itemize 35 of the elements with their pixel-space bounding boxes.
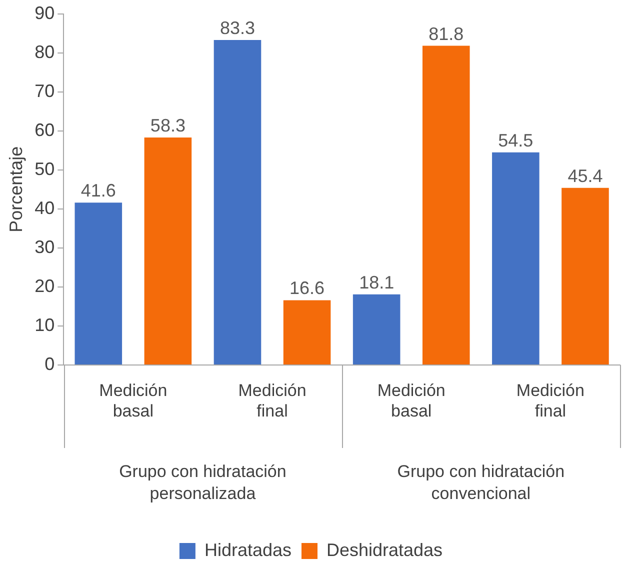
y-tick-label: 30 <box>34 236 55 257</box>
bar <box>214 40 262 364</box>
bar <box>352 294 400 364</box>
y-tick-label: 60 <box>34 120 55 140</box>
y-tick-label: 90 <box>34 2 55 23</box>
x-tick-label: Medición basal <box>99 380 168 420</box>
y-tick-label: 0 <box>44 354 55 374</box>
x-tick-label: Medición basal <box>377 380 446 420</box>
data-label: 16.6 <box>290 278 325 298</box>
data-label: 18.1 <box>359 272 394 292</box>
bar <box>283 300 331 364</box>
text: Grupo con hidratación personalizada <box>119 462 286 504</box>
legend-label: Hidratadas <box>204 540 292 560</box>
bar <box>422 46 470 364</box>
data-label: 41.6 <box>80 180 116 201</box>
data-label: 54.5 <box>498 130 534 150</box>
y-tick-label: 70 <box>34 80 55 101</box>
data-label: 83.3 <box>220 18 256 38</box>
data-label: 45.4 <box>568 166 603 186</box>
y-tick-label: 20 <box>34 276 55 296</box>
text: Grupo con hidratación convencional <box>397 462 565 504</box>
bar <box>74 202 122 364</box>
y-tick-label: 10 <box>34 314 55 335</box>
legend-label: Deshidratadas <box>326 540 443 560</box>
data-label: 58.3 <box>150 115 186 136</box>
bar <box>144 138 192 364</box>
y-axis-title: Porcentaje <box>6 146 26 232</box>
y-tick-label: 40 <box>34 198 55 218</box>
y-tick-label: 80 <box>34 42 55 62</box>
x-tick-label: Medición final <box>516 380 584 420</box>
data-label: 81.8 <box>428 24 464 44</box>
bar <box>562 188 609 364</box>
bar <box>492 152 540 364</box>
y-tick-label: 50 <box>34 158 55 179</box>
x-tick-label: Medición final <box>238 380 306 420</box>
